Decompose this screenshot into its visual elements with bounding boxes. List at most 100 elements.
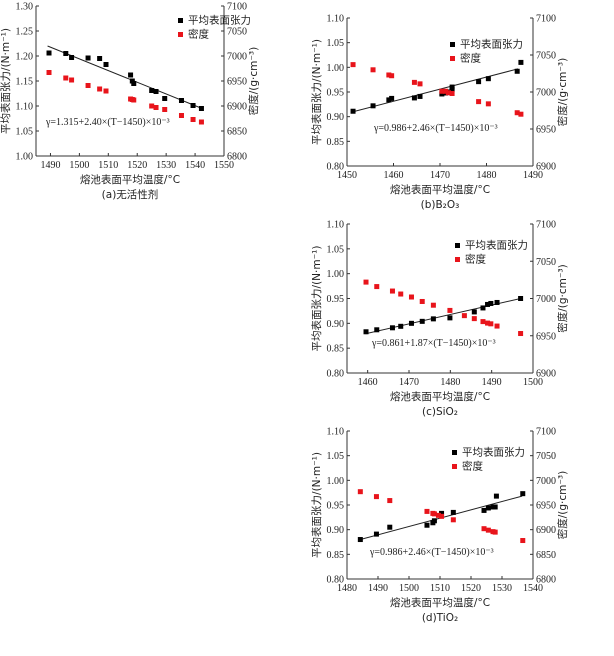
density-point xyxy=(162,107,168,112)
tension-point xyxy=(374,327,380,333)
density-point xyxy=(443,88,449,94)
fit-equation: γ=0.986+2.46×(T−1450)×10⁻³ xyxy=(373,123,498,134)
y2-tick-label: 6800 xyxy=(536,575,556,586)
x-tick-label: 1550 xyxy=(214,160,234,171)
tension-point xyxy=(97,56,103,61)
y-tick-label: 0.95 xyxy=(327,88,345,99)
density-point xyxy=(149,103,155,109)
y-tick-label: 1.20 xyxy=(16,52,34,63)
density-point xyxy=(131,97,137,103)
density-point xyxy=(430,302,436,308)
y2-tick-label: 6950 xyxy=(536,501,556,512)
y-tick-label: 1.00 xyxy=(16,152,34,163)
tension-point xyxy=(485,301,491,307)
tension-point xyxy=(419,318,425,324)
density-point xyxy=(518,331,524,337)
tension-point xyxy=(373,531,379,537)
x-tick-label: 1480 xyxy=(440,377,460,388)
x-axis-label: 熔池表面平均温度/°C xyxy=(390,390,490,403)
density-point xyxy=(363,279,369,285)
y2-tick-label: 7050 xyxy=(227,27,247,38)
tension-point xyxy=(389,95,395,101)
tension-point xyxy=(357,537,363,543)
y-axis-label: 平均表面张力/(N·m⁻¹) xyxy=(310,452,323,558)
density-point xyxy=(386,72,392,78)
y-tick-label: 0.85 xyxy=(327,550,345,561)
x-tick-label: 1470 xyxy=(399,377,419,388)
density-point xyxy=(389,73,395,79)
y2-tick-label: 6900 xyxy=(536,525,556,536)
x-tick-label: 1520 xyxy=(461,583,481,594)
x-tick-label: 1490 xyxy=(523,170,543,181)
x-tick-label: 1500 xyxy=(69,160,89,171)
y2-tick-label: 7000 xyxy=(536,88,556,99)
y-tick-label: 0.90 xyxy=(327,112,345,123)
tension-point xyxy=(514,68,520,74)
y2-tick-label: 7000 xyxy=(536,476,556,487)
y-tick-label: 0.95 xyxy=(327,294,345,305)
legend-marker-density xyxy=(455,257,460,262)
density-point xyxy=(445,90,451,96)
density-point xyxy=(461,313,467,319)
legend-marker-tension xyxy=(178,18,183,23)
tension-point xyxy=(485,76,491,82)
x-tick-label: 1500 xyxy=(399,583,419,594)
tension-point xyxy=(447,315,453,321)
y-tick-label: 1.00 xyxy=(327,269,345,280)
tension-point xyxy=(424,522,430,528)
y2-axis-label: 密度/(g·cm⁻³) xyxy=(556,264,569,333)
legend-label-tension: 平均表面张力 xyxy=(462,446,525,459)
density-point xyxy=(431,511,437,517)
tension-point xyxy=(476,79,482,85)
x-axis-label: 熔池表面平均温度/°C xyxy=(390,596,490,609)
legend-marker-tension xyxy=(455,243,460,248)
y2-tick-label: 7000 xyxy=(227,52,247,63)
density-point xyxy=(103,88,109,94)
density-point xyxy=(190,117,196,122)
legend-label-tension: 平均表面张力 xyxy=(465,239,528,252)
density-point xyxy=(471,316,477,322)
tension-point xyxy=(162,96,168,101)
y-axis-label: 平均表面张力/(N·m⁻¹) xyxy=(310,39,323,145)
tension-point xyxy=(450,509,456,515)
y-tick-label: 1.25 xyxy=(16,27,34,38)
density-point xyxy=(153,105,159,110)
tension-point xyxy=(153,89,159,94)
fit-equation: γ=1.315+2.40×(T−1450)×10⁻³ xyxy=(45,117,170,128)
y2-tick-label: 6800 xyxy=(227,152,247,163)
tension-point xyxy=(471,309,477,315)
legend-marker-tension xyxy=(450,42,455,47)
tension-point xyxy=(518,296,524,301)
tension-point xyxy=(46,50,52,56)
tension-point xyxy=(492,504,498,510)
x-tick-label: 1520 xyxy=(127,160,147,171)
y2-tick-label: 7100 xyxy=(227,2,247,13)
legend-label-density: 密度 xyxy=(188,28,209,41)
y2-tick-label: 7050 xyxy=(536,257,556,268)
density-point xyxy=(373,494,379,500)
density-point xyxy=(488,321,494,327)
density-point xyxy=(439,88,445,94)
y-tick-label: 1.05 xyxy=(327,244,345,255)
y2-tick-label: 6900 xyxy=(536,369,556,380)
density-point xyxy=(485,101,491,107)
x-tick-label: 1540 xyxy=(523,583,543,594)
tension-point xyxy=(131,81,137,86)
density-point xyxy=(389,288,395,294)
density-point xyxy=(97,86,103,92)
y-tick-label: 1.00 xyxy=(327,476,345,487)
density-point xyxy=(435,512,441,518)
density-point xyxy=(447,307,453,313)
x-tick-label: 1530 xyxy=(492,583,512,594)
tension-point xyxy=(485,505,491,511)
y2-tick-label: 7100 xyxy=(536,220,556,231)
legend-label-density: 密度 xyxy=(465,253,486,266)
x-tick-label: 1530 xyxy=(156,160,176,171)
x-tick-label: 1500 xyxy=(523,377,543,388)
legend-label-density: 密度 xyxy=(462,460,483,473)
tension-point xyxy=(488,300,494,306)
x-tick-label: 1460 xyxy=(384,170,404,181)
density-point xyxy=(46,70,52,75)
chart-caption: (d)TiO₂ xyxy=(422,612,458,624)
